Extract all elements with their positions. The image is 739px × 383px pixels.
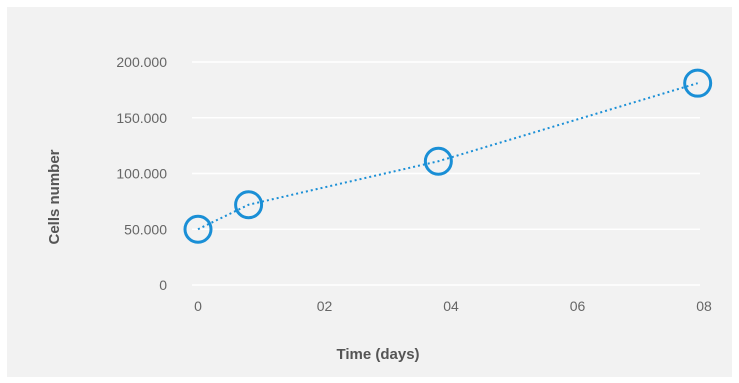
x-tick-label: 04 <box>443 298 459 314</box>
y-tick-label: 200.000 <box>116 54 167 70</box>
x-tick-label: 08 <box>696 298 712 314</box>
y-tick-label: 150.000 <box>116 110 167 126</box>
x-tick-label: 06 <box>570 298 586 314</box>
data-point <box>183 214 213 244</box>
x-tick-label: 0 <box>194 298 202 314</box>
y-axis-title: Cells number <box>46 149 63 244</box>
x-axis-title: Time (days) <box>336 346 419 363</box>
chart-panel: 0 50.000 100.000 150.000 200.000 0 02 04 06 08 C… <box>7 7 732 377</box>
x-tick-label: 02 <box>317 298 333 314</box>
chart-svg: 0 50.000 100.000 150.000 200.000 0 02 04 06 08 C… <box>46 54 713 363</box>
data-point <box>423 146 453 176</box>
y-tick-label: 100.000 <box>116 166 167 182</box>
y-tick-label: 0 <box>159 277 167 293</box>
data-point <box>683 68 713 98</box>
y-tick-label: 50.000 <box>124 221 167 237</box>
data-point <box>234 190 264 220</box>
trend-line <box>197 82 698 231</box>
